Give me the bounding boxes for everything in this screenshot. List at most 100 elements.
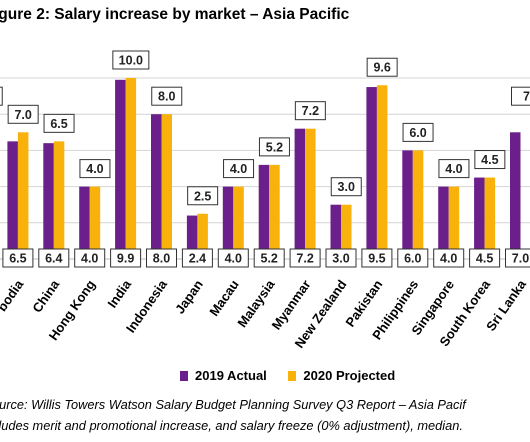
bar-2019-actual: [79, 186, 90, 259]
data-label-2020-box: [0, 86, 3, 106]
data-label-2020-box: [366, 57, 398, 77]
data-label-2019: 6.5: [9, 252, 26, 266]
footnote-note: cludes merit and promotional increase, a…: [0, 418, 463, 433]
legend-swatch-projected: [288, 371, 297, 381]
data-label-2020-box: [7, 104, 39, 124]
data-label-2020-box: [511, 86, 530, 106]
data-label-2020-box: [330, 177, 362, 197]
data-label-2019: 4.0: [81, 252, 98, 266]
data-label-2019: 9.5: [368, 252, 385, 266]
bar-2019-actual: [366, 87, 377, 259]
data-label-2019: 4.0: [225, 252, 242, 266]
legend-label-actual: 2019 Actual: [195, 368, 267, 383]
category-label: India: [104, 276, 134, 310]
data-label-2019-box: [433, 248, 465, 268]
bar-2020-projected: [376, 85, 388, 260]
data-label-2019-box: [289, 248, 321, 268]
data-label-2019: 6.0: [404, 252, 421, 266]
bar-2020-projected: [125, 78, 137, 259]
bar-2020-projected: [89, 186, 101, 259]
bar-2020-projected: [269, 164, 280, 259]
legend-label-projected: 2020 Projected: [303, 368, 396, 383]
legend-swatch-actual: [180, 371, 188, 381]
bar-2020-projected: [161, 114, 172, 259]
data-label-2019-box: [146, 248, 177, 268]
data-label-2019-box: [110, 248, 142, 268]
bar-2019-actual: [7, 141, 18, 259]
data-label-2019: 9.9: [117, 252, 134, 266]
data-label-2019-box: [217, 248, 249, 268]
bar-2020-projected: [233, 186, 244, 259]
data-label-2020: 8.0: [158, 90, 175, 104]
data-label-2020: 7.0: [14, 108, 31, 122]
category-label: Japan: [172, 277, 206, 316]
data-label-2020: 3.0: [338, 180, 355, 194]
data-label-2020: 4.0: [86, 162, 103, 176]
bar-2019-actual: [438, 186, 449, 259]
footnote-source: ource: Willis Towers Watson Salary Budge…: [0, 397, 466, 412]
bar-2020-projected: [17, 132, 29, 259]
bar-2020-projected: [197, 213, 208, 259]
data-label-2020: 6.0: [409, 126, 426, 140]
category-label: bodia: [0, 276, 27, 314]
data-label-2019: 8.0: [153, 252, 170, 266]
data-label-2020: 4.5: [481, 153, 498, 167]
bar-2020-projected: [341, 204, 352, 259]
chart-title: igure 2: Salary increase by market – Asi…: [0, 6, 350, 23]
data-label-2020: 4.0: [230, 162, 247, 176]
data-label-2019-box: [397, 248, 429, 268]
data-label-2019: 7.2: [296, 252, 313, 266]
category-label: China: [29, 276, 62, 315]
data-label-2019: 4.5: [476, 252, 493, 266]
data-label-2020: 10.0: [119, 54, 143, 68]
data-label-2020-box: [187, 186, 219, 206]
data-label-2019-box: [469, 248, 501, 268]
bar-2019-actual: [294, 128, 306, 259]
bar-2019-actual: [402, 150, 413, 259]
legend-item-projected: 2020 Projected: [288, 368, 395, 383]
data-label-2020-box: [151, 86, 183, 106]
bar-2020-projected: [484, 177, 496, 259]
data-label-2019-box: [181, 248, 213, 268]
bar-2019-actual: [186, 215, 198, 259]
data-label-2020-box: [43, 113, 75, 133]
data-label-2020: 5.2: [266, 140, 283, 154]
bar-2019-actual: [43, 143, 54, 259]
bar-2020-projected: [448, 186, 460, 259]
chart-legend: 2019 Actual 2020 Projected: [180, 368, 413, 383]
data-label-2020-box: [294, 101, 326, 121]
data-label-2019: 3.0: [332, 252, 349, 266]
data-label-2019: 6.4: [45, 252, 62, 266]
data-label-2020-box: [258, 137, 290, 157]
bar-2019-actual: [474, 177, 485, 259]
data-label-2020: 2.5: [194, 189, 211, 203]
data-label-2019-box: [325, 248, 357, 268]
bar-2020-projected: [305, 128, 316, 259]
data-label-2020-box: [438, 159, 470, 179]
data-label-2019-box: [253, 248, 285, 268]
data-label-2019-box: [505, 248, 530, 268]
category-label: Macau: [206, 277, 242, 319]
data-label-2019: 5.2: [261, 252, 278, 266]
data-label-2020-box: [112, 50, 150, 70]
bar-2019-actual: [222, 186, 234, 259]
bar-2019-actual: [330, 204, 341, 259]
data-label-2019: 2.4: [189, 252, 206, 266]
data-label-2020-box: [223, 159, 255, 179]
data-label-2020-box: [474, 150, 506, 170]
chart-footnote: ource: Willis Towers Watson Salary Budge…: [0, 394, 466, 436]
data-label-2020: 7: [523, 90, 530, 104]
legend-item-actual: 2019 Actual: [180, 368, 267, 383]
data-label-2020: 6.5: [50, 117, 67, 131]
data-label-2020-box: [79, 159, 111, 179]
bar-2019-actual: [115, 79, 126, 259]
bar-2019-actual: [510, 132, 521, 259]
data-label-2020-box: [402, 122, 434, 142]
bar-2020-projected: [53, 141, 65, 259]
data-label-2019-box: [361, 248, 393, 268]
bar-2020-projected: [412, 150, 424, 259]
data-label-2019-box: [38, 248, 70, 268]
data-label-2019: 7.0: [512, 252, 529, 266]
data-label-2019-box: [2, 248, 34, 268]
